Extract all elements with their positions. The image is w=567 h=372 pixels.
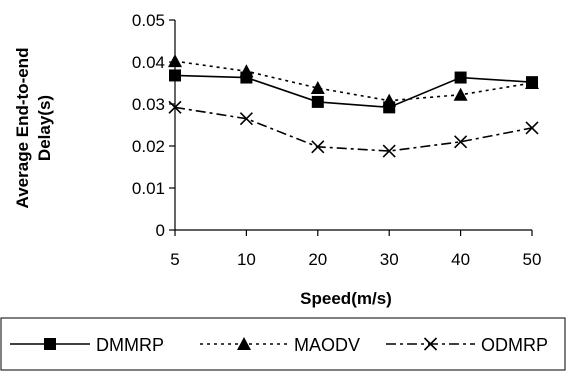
- y-axis-title-line2: Delay(s): [35, 95, 54, 161]
- y-tick-label: 0.03: [132, 95, 165, 114]
- data-point-marker: [168, 54, 182, 68]
- y-tick-label: 0.05: [132, 11, 165, 30]
- data-point-marker: [169, 69, 181, 82]
- data-point-marker: [525, 76, 539, 89]
- y-axis-title-line1: Average End-to-end: [13, 48, 32, 209]
- legend: DMMRP MAODV ODMRP: [0, 317, 566, 371]
- data-point-marker: [453, 87, 468, 101]
- series-dmmrp: [169, 69, 538, 114]
- plot-area: 0.05 0.04 0.03 0.02 0.01 0 5 10 20 30 40 50: [132, 11, 542, 269]
- data-point-marker: [239, 112, 253, 126]
- series-line: [174, 106, 533, 152]
- legend-label: DMMRP: [96, 335, 164, 355]
- data-point-marker: [454, 135, 468, 149]
- x-tick-label: 20: [308, 250, 327, 269]
- x-axis-title: Speed(m/s): [300, 289, 392, 308]
- legend-label: MAODV: [294, 335, 360, 355]
- y-tick-label: 0.02: [132, 137, 165, 156]
- legend-marker: [44, 338, 56, 350]
- x-tick-label: 5: [170, 250, 179, 269]
- series-maodv: [168, 54, 539, 107]
- legend-marker: [423, 337, 438, 351]
- x-tick-label: 10: [237, 250, 256, 269]
- data-point-marker: [239, 64, 254, 78]
- legend-items: DMMRP MAODV ODMRP: [10, 335, 548, 355]
- series-line: [174, 60, 533, 102]
- y-tick-label: 0: [156, 221, 165, 240]
- data-point-marker: [454, 71, 467, 84]
- x-tick-label: 50: [523, 250, 542, 269]
- data-point-marker: [311, 95, 324, 108]
- legend-item-odmrp: ODMRP: [386, 335, 548, 355]
- legend-marker: [237, 337, 251, 350]
- data-point-marker: [168, 100, 182, 114]
- legend-item-maodv: MAODV: [200, 335, 360, 355]
- series-line: [174, 74, 533, 109]
- legend-item-dmmrp: DMMRP: [10, 335, 164, 355]
- data-point-marker: [382, 144, 396, 158]
- y-tick-label: 0.01: [132, 179, 165, 198]
- y-tick-label: 0.04: [132, 53, 165, 72]
- y-axis-ticks: 0.05 0.04 0.03 0.02 0.01 0: [132, 11, 175, 240]
- x-tick-label: 30: [380, 250, 399, 269]
- legend-label: ODMRP: [481, 335, 548, 355]
- series-odmrp: [168, 100, 539, 158]
- data-point-marker: [310, 81, 325, 95]
- data-point-marker: [382, 93, 397, 107]
- series-layer: [168, 54, 539, 158]
- x-axis-ticks: 5 10 20 30 40 50: [170, 230, 541, 269]
- data-point-marker: [311, 140, 325, 154]
- data-point-marker: [525, 121, 539, 135]
- x-tick-label: 40: [451, 250, 470, 269]
